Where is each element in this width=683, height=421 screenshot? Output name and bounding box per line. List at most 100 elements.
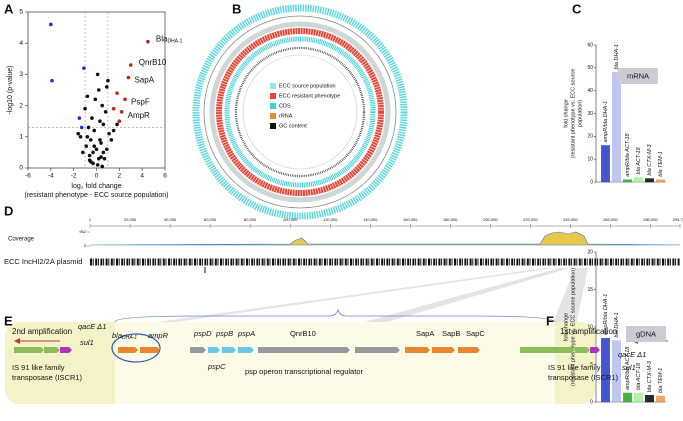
x-tick-label: bla CTX-M-3	[647, 143, 653, 175]
gene-arrow	[458, 347, 480, 353]
point	[99, 141, 103, 145]
x-tick-label: bla DHA-1	[614, 44, 620, 69]
gene-arrow	[405, 347, 430, 353]
panel-label: E	[4, 313, 13, 328]
ring-source	[192, 4, 408, 220]
bar	[623, 392, 632, 403]
bar	[634, 177, 643, 183]
point	[94, 147, 99, 152]
point-annotation: BlaDHA-1	[156, 35, 183, 45]
gene-arrow	[222, 347, 236, 353]
point	[101, 150, 106, 155]
bar	[634, 392, 643, 403]
x-tick-label: bla DHA-1	[614, 312, 620, 337]
bar	[645, 395, 654, 403]
x-tick-label: ampR/bla DHA-1	[603, 294, 609, 336]
gene-arrow	[60, 347, 72, 353]
bar	[612, 340, 621, 403]
ring-inner	[242, 54, 358, 170]
point	[92, 144, 97, 148]
bar	[623, 179, 632, 183]
y-tick-label: 20	[587, 249, 593, 255]
coverage-tick-label: 962	[79, 229, 86, 234]
point	[82, 66, 86, 70]
panel-label: B	[232, 1, 241, 16]
legend-swatch	[270, 83, 276, 89]
y-tick-label: 10	[587, 156, 593, 162]
point	[100, 103, 105, 108]
gene-arrow	[14, 347, 44, 353]
point	[95, 72, 100, 77]
panel-label: C	[572, 1, 582, 16]
y-axis-label: population)	[577, 100, 583, 127]
gene-text: SapC	[466, 329, 485, 338]
y-tick-label: 50	[587, 65, 593, 71]
ring-line	[203, 15, 397, 209]
point	[86, 125, 91, 130]
gene-arrow	[140, 347, 160, 353]
gene-label: pspD	[193, 329, 212, 338]
gene-label: transposase (ISCR1)	[12, 373, 83, 382]
legend-label: CDS	[279, 103, 291, 109]
point	[88, 138, 93, 142]
point	[107, 131, 111, 136]
panel-label: F	[546, 313, 554, 328]
gene-label: SapB	[442, 329, 460, 338]
gene-text: pspA	[237, 329, 255, 338]
label-box	[626, 326, 666, 342]
point-annotation: AmpR	[128, 111, 150, 120]
point	[119, 110, 124, 114]
y-tick-label: 5	[590, 362, 593, 368]
y-tick-label: 10	[587, 324, 593, 330]
gene-text: psp operon transcriptional regulator	[245, 367, 363, 376]
legend-label: GC content	[279, 123, 307, 129]
ruler-label: 120,000	[323, 217, 338, 222]
gene-label: sul1	[622, 363, 636, 372]
track-label: ECC IncHI2/2A plasmid	[4, 257, 82, 266]
point	[104, 147, 109, 152]
annotation-text: SapA	[134, 76, 154, 85]
ruler-label: 40,000	[164, 217, 177, 222]
point	[106, 78, 110, 83]
y-tick-label: 15	[587, 287, 593, 293]
gene-arrow	[432, 347, 455, 353]
point	[95, 163, 100, 167]
y-tick-label: 40	[587, 88, 593, 94]
gene-text: qacE Δ1	[78, 322, 106, 331]
point	[101, 122, 106, 127]
y-tick-label: 20	[587, 134, 593, 140]
point	[87, 158, 92, 162]
gene-label: pspA	[237, 329, 255, 338]
x-tick-label: bla CTX-M-3	[647, 360, 653, 392]
ruler-label: 180,000	[443, 217, 458, 222]
y-axis-label: (resistant phenotype vs. ECC source	[570, 69, 576, 159]
ruler-label: 240,000	[563, 217, 578, 222]
ruler-label: 140,000	[363, 217, 378, 222]
gene-text: pspD	[193, 329, 212, 338]
point	[115, 122, 119, 127]
point	[77, 116, 82, 120]
y-axis-label: fold change	[563, 99, 569, 127]
point	[78, 135, 83, 139]
point	[117, 119, 122, 123]
point	[126, 75, 131, 80]
y-tick-label: 5	[19, 9, 23, 16]
gene-label: pspB	[215, 329, 233, 338]
x-tick-label: 0	[95, 173, 99, 180]
gene-text: qacE Δ1	[618, 350, 646, 359]
point	[123, 97, 127, 102]
point	[104, 85, 109, 89]
y-axis-label: -log10 (p-value)	[7, 65, 14, 114]
point	[85, 135, 90, 139]
point-annotation: QnrB10	[139, 58, 167, 67]
bar	[656, 179, 665, 183]
annotation-sub: DHA-1	[167, 39, 182, 45]
y-tick-label: 1	[19, 134, 23, 141]
point	[50, 78, 54, 83]
x-tick-label: bla ACT-18	[636, 146, 642, 174]
point	[92, 128, 97, 133]
point	[96, 88, 101, 92]
ruler-label: 100,000	[283, 217, 298, 222]
gene-text: ampR	[148, 331, 169, 340]
annotation-text: PspF	[131, 97, 150, 106]
